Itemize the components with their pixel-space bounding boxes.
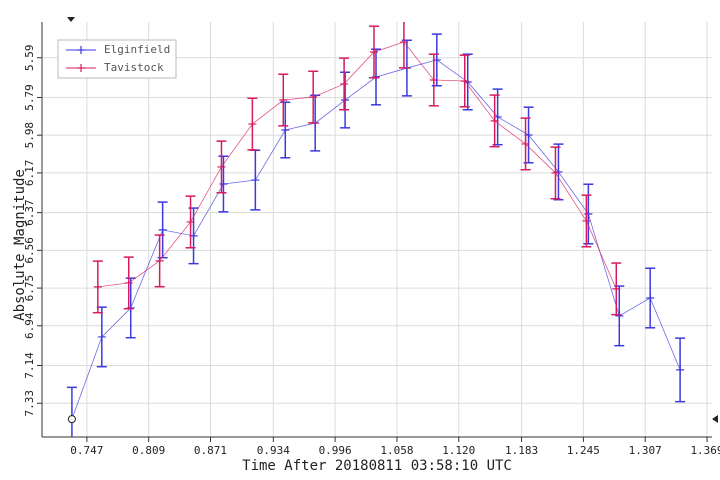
legend-label: Elginfield — [104, 43, 170, 56]
legend-marker — [77, 64, 85, 72]
point-marker — [521, 139, 530, 148]
point-marker — [460, 76, 469, 85]
x-tick-label: 0.747 — [70, 444, 103, 457]
x-tick-label: 0.809 — [132, 444, 165, 457]
point-marker — [646, 294, 655, 303]
point-marker — [615, 311, 624, 320]
point-marker — [186, 217, 195, 226]
error-bar — [66, 386, 77, 437]
y-tick-label: 6.94 — [23, 312, 36, 339]
y-axis-title: Absolute Magnitude — [12, 169, 28, 321]
point-marker — [248, 120, 257, 129]
point-marker — [490, 116, 499, 125]
x-tick-label: 1.369 — [690, 444, 720, 457]
point-marker — [372, 73, 381, 82]
point-marker — [279, 96, 288, 105]
point-marker — [582, 216, 591, 225]
series-line — [97, 41, 617, 290]
scroll-marker — [712, 415, 718, 423]
y-tick-label: 5.98 — [23, 122, 36, 149]
point-marker — [399, 38, 408, 47]
point-marker — [158, 225, 167, 234]
point-marker — [217, 162, 226, 171]
legend-box — [57, 39, 177, 79]
x-tick-label: 1.183 — [505, 444, 538, 457]
point-marker — [370, 47, 379, 56]
point-marker — [97, 332, 106, 341]
y-tick-label: 7.33 — [23, 390, 36, 417]
x-tick-label: 0.871 — [194, 444, 227, 457]
x-tick-label: 0.996 — [319, 444, 352, 457]
x-tick-label: 1.058 — [380, 444, 413, 457]
y-tick-label: 6.17 — [23, 160, 36, 187]
point-marker — [584, 210, 593, 219]
x-tick-label: 1.120 — [442, 444, 475, 457]
point-marker — [281, 126, 290, 135]
point-marker — [551, 168, 560, 177]
x-tick-label: 0.934 — [257, 444, 290, 457]
x-tick-label: 1.245 — [567, 444, 600, 457]
point-marker — [124, 278, 133, 287]
x-axis-title: Time After 20180811 03:58:10 UTC — [242, 458, 512, 474]
point-marker — [219, 180, 228, 189]
y-tick-label: 6.56 — [23, 237, 36, 264]
point-marker — [429, 75, 438, 84]
legend-marker — [77, 46, 85, 54]
menu-marker — [67, 17, 75, 22]
point-marker — [612, 284, 621, 293]
point-marker — [155, 256, 164, 265]
y-tick-label: 6.37 — [23, 199, 36, 226]
legend-label: Tavistock — [104, 61, 164, 74]
selection-marker — [67, 415, 76, 424]
point-marker — [341, 96, 350, 105]
point-marker — [251, 176, 260, 185]
y-tick-label: 5.79 — [23, 84, 36, 111]
y-tick-label: 6.75 — [23, 275, 36, 302]
point-marker — [309, 93, 318, 102]
y-tick-label: 5.59 — [23, 44, 36, 70]
point-marker — [340, 79, 349, 88]
y-tick-label: 7.14 — [23, 352, 36, 379]
point-marker — [676, 365, 685, 374]
x-tick-label: 1.307 — [629, 444, 662, 457]
point-marker — [93, 282, 102, 291]
